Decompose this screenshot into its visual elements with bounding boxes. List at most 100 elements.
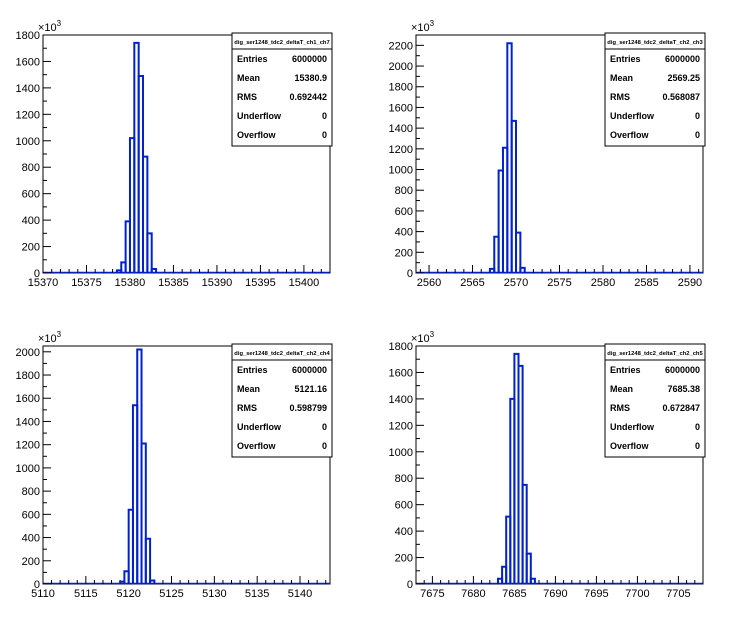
y-exponent-power: 3 — [57, 19, 62, 28]
stats-label: Mean — [610, 384, 633, 394]
y-tick-label: 600 — [22, 189, 40, 201]
y-tick-label: 0 — [34, 268, 40, 280]
histogram-bin — [150, 268, 158, 273]
x-tick-label: 2560 — [417, 277, 441, 289]
y-tick-label: 600 — [395, 206, 413, 218]
y-tick-label: 2200 — [389, 40, 413, 52]
y-tick-label: 200 — [22, 242, 40, 254]
stats-label: RMS — [237, 403, 257, 413]
y-tick-label: 1400 — [389, 394, 413, 406]
x-tick-label: 2570 — [504, 277, 528, 289]
stats-label: Overflow — [610, 130, 650, 140]
histogram-bin — [521, 483, 528, 584]
y-tick-label: 1600 — [389, 102, 413, 114]
x-tick-label: 15400 — [289, 277, 320, 289]
stats-box: dig_ser1248_tdc2_deltaT_ch2_ch4 Entries 60… — [231, 343, 333, 458]
stats-label: Entries — [237, 365, 268, 375]
x-tick-label: 5125 — [159, 588, 183, 600]
stats-label: Mean — [610, 73, 633, 83]
stats-box-frame — [604, 343, 706, 458]
stats-label: RMS — [610, 92, 630, 102]
x-tick-label: 7690 — [543, 588, 567, 600]
x-tick-label: 2590 — [678, 277, 702, 289]
histogram-bin — [140, 442, 147, 584]
stats-value: 0 — [322, 111, 327, 121]
x-tick-label: 7675 — [420, 588, 444, 600]
stats-value: 6000000 — [292, 54, 327, 64]
y-tick-label: 800 — [22, 486, 40, 498]
x-tick-label: 7705 — [666, 588, 690, 600]
y-tick-label: 400 — [22, 533, 40, 545]
stats-value: 5121.16 — [294, 384, 327, 394]
y-exponent-base: ×10 — [411, 22, 430, 34]
x-tick-label: 5130 — [202, 588, 226, 600]
stats-label: Mean — [237, 384, 260, 394]
histogram-panel-3: 0 200 400 600 800 1000 1200 1400 1600 1800 2000 511… — [16, 330, 333, 600]
y-tick-label: 1800 — [389, 341, 413, 353]
histogram-panel-4: 0 200 400 600 800 1000 1200 1400 1600 1800 7675 768… — [389, 330, 706, 600]
y-tick-label: 1600 — [16, 56, 40, 68]
stats-label: Overflow — [610, 441, 650, 451]
stats-label: Entries — [610, 54, 641, 64]
y-tick-label: 1200 — [389, 420, 413, 432]
y-tick-label: 1200 — [16, 440, 40, 452]
stats-value: 6000000 — [665, 365, 700, 375]
y-tick-label: 400 — [22, 215, 40, 227]
y-tick-label: 1200 — [16, 109, 40, 121]
stats-value: 0.692442 — [289, 92, 327, 102]
x-tick-label: 15375 — [71, 277, 102, 289]
y-tick-label: 800 — [395, 185, 413, 197]
stats-label: Underflow — [237, 422, 282, 432]
x-tick-label: 15390 — [202, 277, 233, 289]
y-tick-label: 1200 — [389, 144, 413, 156]
stats-value: 0.568087 — [662, 92, 700, 102]
x-tick-label: 5110 — [31, 588, 55, 600]
y-exponent-label: ×103 — [411, 330, 435, 345]
y-exponent-base: ×10 — [411, 333, 430, 345]
stats-label: Mean — [237, 73, 260, 83]
y-tick-label: 2000 — [389, 61, 413, 73]
y-exponent-base: ×10 — [38, 333, 57, 345]
histogram-bin — [149, 579, 156, 584]
y-tick-label: 1800 — [16, 30, 40, 42]
x-tick-label: 5120 — [116, 588, 140, 600]
x-tick-label: 15385 — [158, 277, 189, 289]
y-exponent-base: ×10 — [38, 22, 57, 34]
stats-value: 7685.38 — [667, 384, 700, 394]
y-tick-label: 200 — [22, 556, 40, 568]
stats-label: Underflow — [610, 111, 655, 121]
histogram-panel-2: 0 200 400 600 800 1000 1200 1400 1600 1800 2000 220… — [389, 19, 706, 289]
histogram-panel-1: 0 200 400 600 800 1000 1200 1400 1600 1800 15370 15… — [16, 19, 333, 289]
x-tick-label: 2565 — [460, 277, 484, 289]
stats-value: 6000000 — [665, 54, 700, 64]
stats-label: RMS — [610, 403, 630, 413]
x-tick-label: 7700 — [625, 588, 649, 600]
x-tick-label: 5115 — [74, 588, 98, 600]
y-tick-label: 600 — [22, 509, 40, 521]
y-tick-label: 200 — [395, 247, 413, 259]
y-exponent-power: 3 — [57, 330, 62, 339]
stats-value: 0 — [695, 441, 700, 451]
stats-value: 0 — [322, 441, 327, 451]
histogram-bin — [510, 119, 518, 273]
stats-value: 2569.25 — [667, 73, 700, 83]
histogram-bin — [142, 155, 149, 273]
stats-label: Entries — [237, 54, 268, 64]
histogram-title: dig_ser1248_tdc2_deltaT_ch2_ch5 — [607, 351, 703, 357]
x-tick-label: 5140 — [288, 588, 312, 600]
x-tick-label: 2580 — [591, 277, 615, 289]
y-tick-label: 1600 — [389, 367, 413, 379]
histogram-bin — [146, 232, 153, 273]
y-tick-label: 0 — [407, 268, 413, 280]
stats-box: dig_ser1248_tdc2_deltaT_ch2_ch5 Entries 60… — [604, 343, 706, 458]
stats-label: Overflow — [237, 441, 277, 451]
stats-value: 0.672847 — [662, 403, 700, 413]
histogram-title: dig_ser1248_tdc2_deltaT_ch1_ch7 — [234, 40, 329, 46]
stats-value: 15380.9 — [294, 73, 327, 83]
histogram-bin — [529, 577, 536, 584]
y-tick-label: 1400 — [16, 416, 40, 428]
histogram-bin — [515, 231, 522, 273]
x-tick-label: 5135 — [245, 588, 269, 600]
stats-label: Underflow — [610, 422, 655, 432]
